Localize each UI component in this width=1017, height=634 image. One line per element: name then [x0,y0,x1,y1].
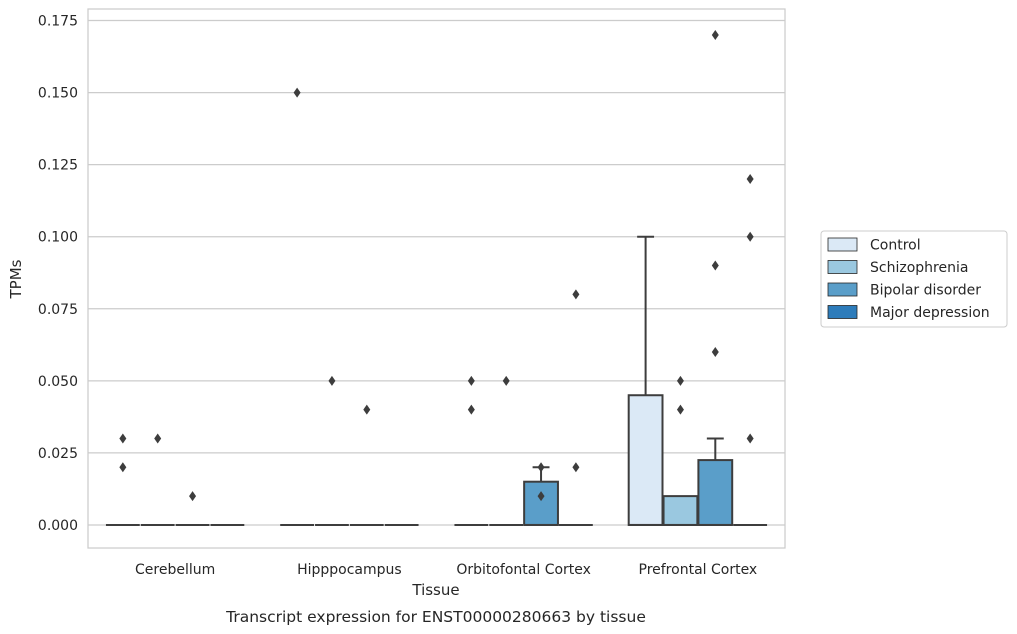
outlier-point [119,462,127,473]
legend: Control Schizophrenia Bipolar disorder Majo… [820,230,1008,328]
box-body [697,459,734,526]
outlier-point [293,87,301,98]
outlier-point [119,433,127,444]
outlier-points [119,29,754,502]
legend-label: Major depression [870,305,990,321]
outlier-point [711,260,719,271]
outlier-point [537,491,545,502]
outlier-point [746,231,754,242]
y-axis-title: TPMs [7,259,25,299]
outlier-point [711,347,719,357]
chart-caption: Transcript expression for ENST0000028066… [225,608,646,626]
y-tick-label: 0.000 [38,518,78,534]
outlier-point [154,433,162,444]
outlier-point [467,375,475,386]
legend-swatch [827,260,858,274]
x-axis-ticks: Cerebellum Hipppocampus Orbitofontal Corte… [135,562,757,578]
y-tick-label: 0.075 [38,302,78,318]
y-tick-label: 0.150 [38,86,78,102]
box-body [523,480,559,526]
outlier-point [328,375,336,386]
legend-swatch [827,282,858,297]
x-tick-label: Cerebellum [135,562,215,578]
box-body [627,394,664,526]
legend-label: Schizophrenia [870,260,968,276]
legend-label: Control [870,238,921,254]
y-tick-label: 0.100 [38,230,78,246]
outlier-point [676,404,684,415]
outlier-point [711,29,719,40]
box-schizophrenia [662,495,699,526]
outlier-point [537,462,545,473]
outlier-point [363,404,371,415]
legend-swatch [827,237,858,252]
legend-label: Bipolar disorder [870,283,981,299]
outlier-point [467,404,475,415]
outlier-point [746,433,754,444]
outlier-point [746,174,754,185]
outlier-point [676,375,684,386]
outlier-point [572,462,580,473]
y-tick-label: 0.025 [38,446,78,462]
outlier-point [572,289,580,300]
x-tick-label: Orbitofontal Cortex [456,562,591,578]
box-body [662,495,699,526]
y-tick-label: 0.125 [38,158,78,174]
y-axis-ticks: 0.000 0.025 0.050 0.075 0.100 0.125 0.150 0.175 [38,14,78,534]
plot-frame [87,8,786,549]
x-tick-label: Hipppocampus [297,562,402,578]
outlier-point [189,491,197,502]
y-tick-label: 0.050 [38,374,78,390]
x-axis-title: Tissue [411,581,459,599]
box-control [627,235,664,526]
x-tick-label: Prefrontal Cortex [639,562,758,578]
legend-frame [820,230,1008,328]
outlier-point [502,375,510,386]
y-tick-label: 0.175 [38,14,78,30]
box-bipolar-disorder [523,466,559,526]
box-plots [105,235,768,526]
legend-swatch [827,305,858,319]
box-bipolar-disorder [697,437,734,526]
